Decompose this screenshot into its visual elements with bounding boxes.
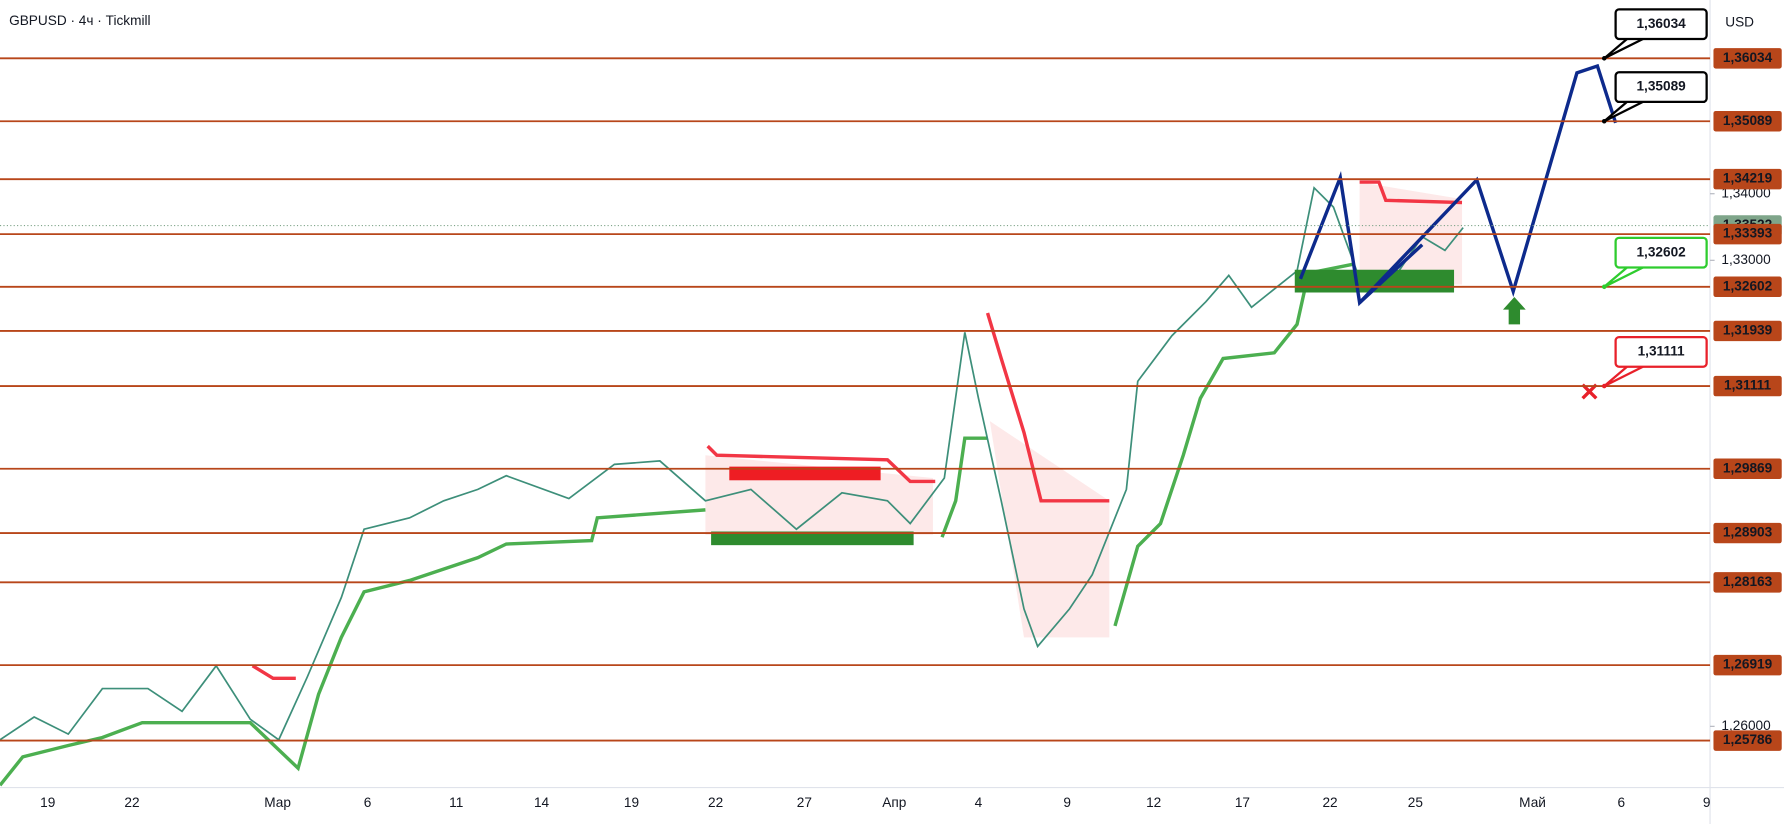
x-tick-label: 22: [1322, 795, 1337, 810]
x-tick-label: Мар: [264, 795, 291, 810]
support-zone: [711, 531, 914, 546]
level-label: 1,34219: [1723, 171, 1773, 186]
x-tick-label: 19: [624, 795, 639, 810]
x-tick-label: 4: [975, 795, 983, 810]
callout-label: 1,32602: [1636, 244, 1686, 259]
cloud-red: [989, 421, 1110, 638]
projection-path: [1358, 243, 1424, 304]
level-badge: [1713, 110, 1782, 132]
x-tick-label: 9: [1703, 795, 1711, 810]
y-tick-label: 1,26000: [1721, 718, 1771, 733]
callout-label: 1,36034: [1636, 16, 1686, 31]
x-tick-label: 22: [708, 795, 723, 810]
level-badge: [1713, 458, 1782, 479]
callout-label: 1,35089: [1636, 79, 1686, 94]
currency-label: USD: [1725, 14, 1754, 29]
x-tick-label: 17: [1235, 795, 1250, 810]
x-tick-label: 11: [449, 795, 463, 810]
support-line: [1113, 262, 1355, 627]
resistance-line: [706, 444, 936, 484]
x-tick-label: 6: [1618, 795, 1626, 810]
callout-dot: [1601, 118, 1607, 124]
level-label: 1,25786: [1723, 732, 1773, 747]
level-badge: [1713, 223, 1782, 245]
level-badge: [1713, 276, 1782, 298]
x-tick-label: 14: [534, 795, 550, 810]
x-tick-label: 12: [1146, 795, 1161, 810]
level-label: 1,26919: [1723, 657, 1773, 672]
callout-box: [1614, 8, 1708, 41]
level-label: 1,36034: [1723, 50, 1773, 65]
y-tick-label: 1,33000: [1721, 252, 1771, 267]
x-tick-label: 22: [124, 795, 139, 810]
level-badge: [1713, 522, 1782, 544]
x-tick-label: Май: [1519, 795, 1546, 810]
level-label: 1,29869: [1723, 460, 1773, 475]
x-tick-label: 19: [40, 795, 55, 810]
resistance-line: [985, 312, 1110, 503]
x-tick-label: 27: [797, 795, 812, 810]
callout-box: [1614, 71, 1708, 104]
callout-dot: [1601, 284, 1607, 290]
x-tick-label: 9: [1063, 795, 1071, 810]
level-badge: [1713, 572, 1782, 593]
callout-dot: [1601, 56, 1607, 61]
callout-dot: [1601, 383, 1607, 389]
level-badge: [1713, 168, 1782, 190]
projection-path: [1298, 63, 1618, 307]
callout-box: [1614, 236, 1708, 269]
level-label: 1,28903: [1723, 525, 1773, 540]
x-tick-label: 6: [364, 795, 372, 810]
level-label: 1,31111: [1724, 378, 1771, 393]
level-label: 1,33393: [1723, 226, 1773, 241]
x-tick-label: Апр: [882, 795, 906, 810]
x-tick-label: 25: [1408, 795, 1424, 810]
level-badge: [1713, 730, 1782, 751]
level-label: 1,31939: [1723, 323, 1773, 338]
level-badge: [1713, 48, 1782, 69]
resistance-line: [251, 664, 296, 681]
level-badge: [1713, 375, 1782, 397]
callout-box: [1614, 335, 1708, 368]
level-label: 1,28163: [1723, 574, 1773, 589]
up-arrow: [1502, 297, 1526, 325]
level-badge: [1713, 320, 1782, 342]
price-sketch: [0, 186, 1464, 742]
level-badge: [1713, 654, 1782, 676]
resistance-zone: [729, 466, 881, 481]
resistance-line: [1359, 180, 1463, 205]
level-label: 1,35089: [1723, 113, 1773, 128]
callout-label: 1,31111: [1638, 344, 1685, 359]
level-label: 1,32602: [1723, 278, 1773, 293]
chart-title: GBPUSD · 4ч · Tickmill: [9, 13, 150, 28]
